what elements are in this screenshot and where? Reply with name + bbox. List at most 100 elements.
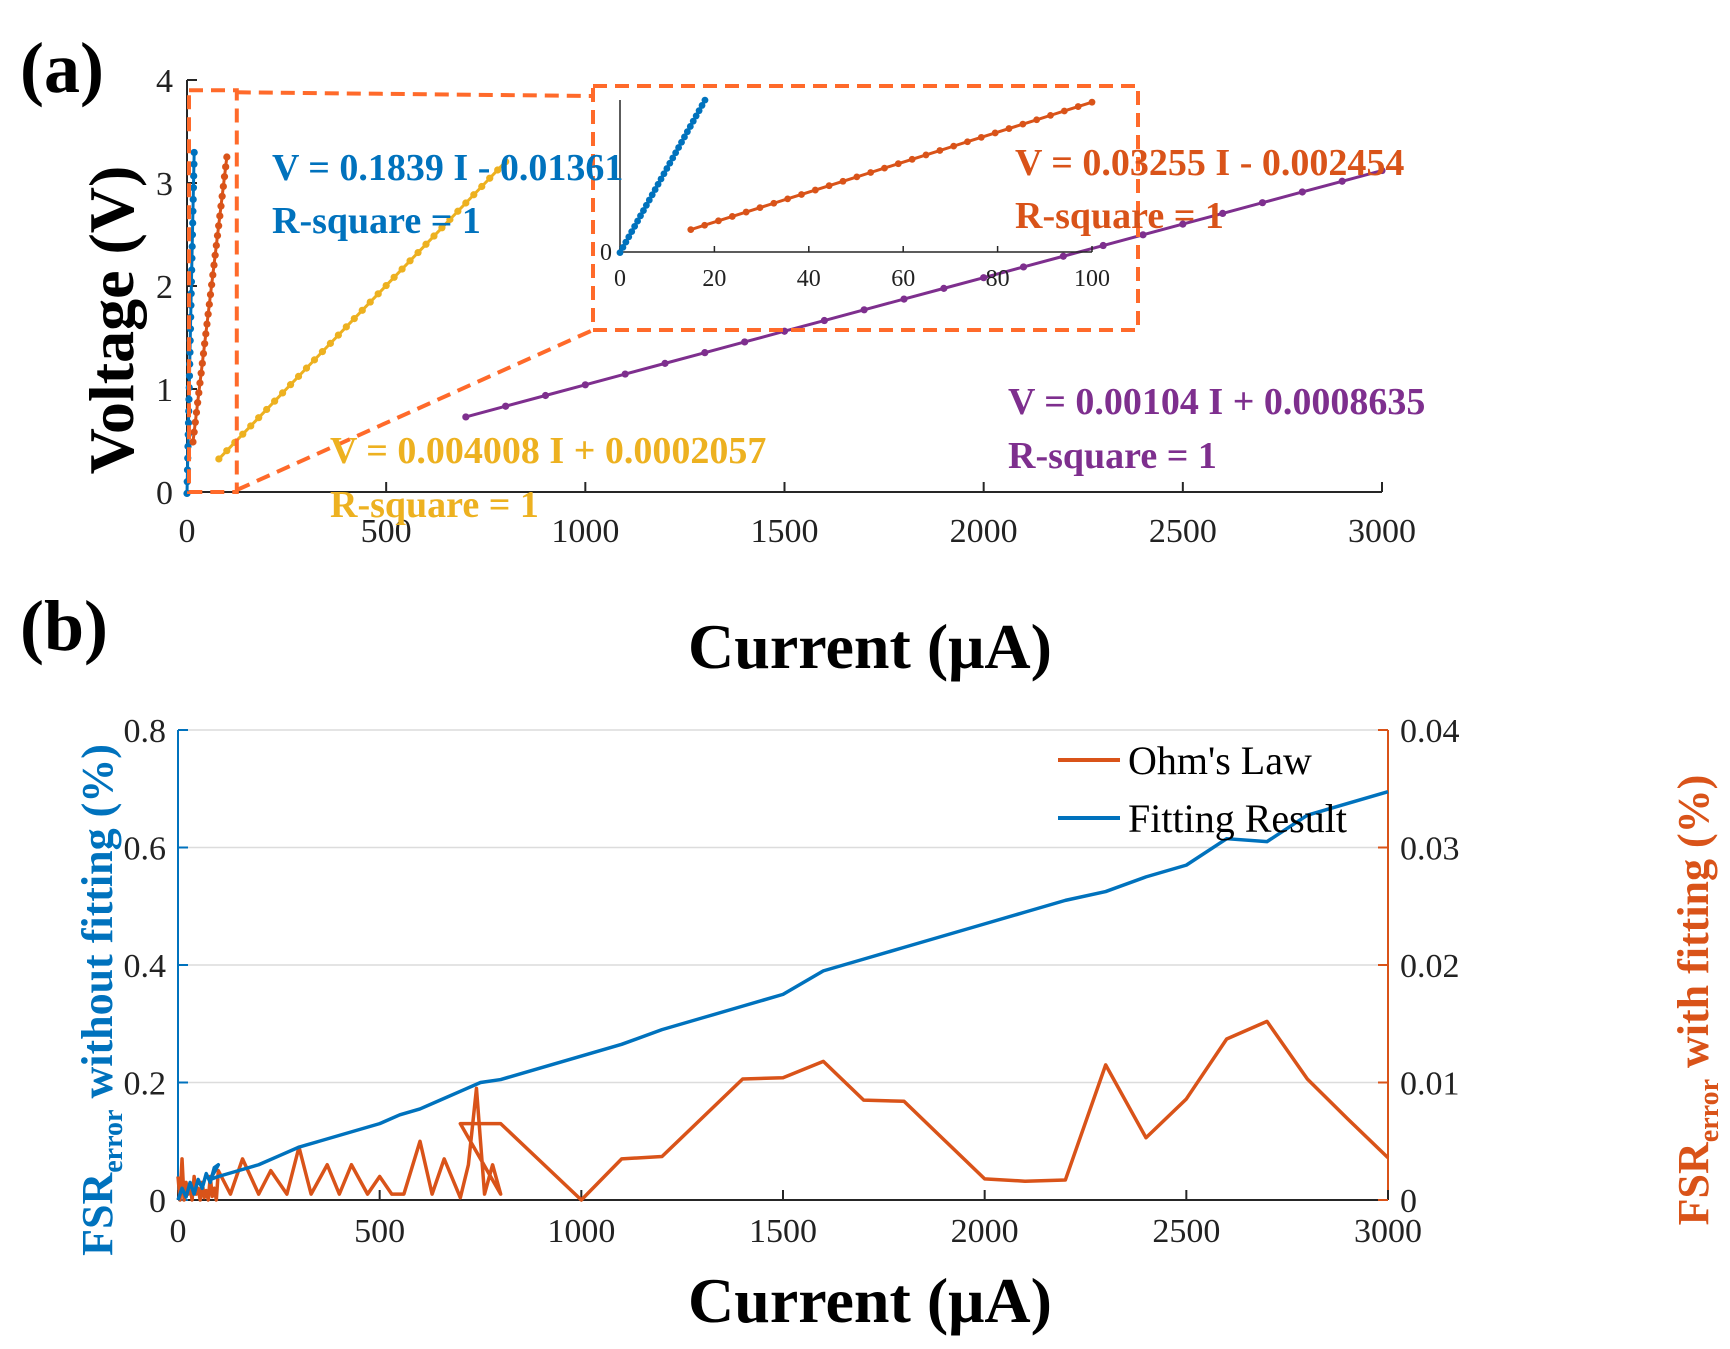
series-orange-point: [190, 428, 198, 436]
series-purple-point: [900, 295, 908, 303]
inset-series-orange-point: [1060, 107, 1068, 115]
inset-series-orange-point: [964, 138, 971, 146]
series-yellow-point: [350, 314, 358, 323]
rsq-orange: R-square = 1: [1015, 195, 1224, 237]
series-blue-point: [189, 195, 197, 204]
rsq-blue: R-square = 1: [272, 200, 481, 242]
series-yellow-point: [215, 455, 223, 463]
x-tick-label: 1000: [551, 513, 619, 550]
series-blue-point: [189, 207, 197, 215]
right-y-tick-label: 0.02: [1400, 948, 1460, 985]
inset-x-tick-label: 100: [1074, 266, 1110, 292]
series-yellow-point: [247, 422, 255, 430]
inset-x-tick-label: 20: [702, 266, 726, 292]
panel-a-label: (a): [20, 28, 104, 108]
inset-series-orange-point: [756, 204, 764, 212]
inset-frame: [591, 84, 1140, 332]
inset-series-orange-point: [1005, 125, 1013, 132]
series-yellow-point: [398, 265, 406, 273]
inset-series-blue-point: [625, 233, 633, 241]
inset-series-blue-point: [642, 201, 650, 209]
ohms-law-line: [176, 1019, 1390, 1202]
inset-series-orange-point: [977, 133, 985, 141]
series-yellow-point: [310, 356, 319, 364]
series-yellow-point: [374, 290, 382, 298]
inset-series-orange-point: [1019, 120, 1027, 128]
x-tick-label: 2000: [951, 1213, 1019, 1250]
series-orange-point: [216, 212, 224, 220]
inset-series-blue-point: [689, 117, 697, 125]
series-blue-point: [190, 160, 198, 168]
series-yellow-point: [334, 331, 342, 339]
series-yellow-point: [390, 273, 398, 281]
series-yellow-point: [406, 257, 414, 265]
inset-series-blue-point: [657, 175, 665, 183]
inset-series-orange-point: [770, 199, 778, 207]
series-yellow-point: [382, 281, 390, 290]
series-blue-point: [188, 242, 196, 251]
x-tick-label: 2500: [1152, 1213, 1220, 1250]
left-y-tick-label: 0.8: [124, 713, 167, 750]
legend-label-ohms-law: Ohm's Law: [1128, 738, 1312, 783]
right-y-label-main: FSR: [1669, 1141, 1718, 1225]
series-orange-point: [198, 359, 206, 367]
series-yellow-point: [326, 339, 334, 347]
series-orange-point: [219, 182, 227, 191]
series-purple-point: [1059, 252, 1067, 260]
y-tick-label: 1: [156, 372, 173, 409]
series-yellow-point: [454, 207, 462, 215]
right-y-label-rest: with fitting (%): [1669, 775, 1718, 1079]
inset-series-blue-point: [663, 165, 671, 172]
series-purple-point: [1019, 263, 1028, 271]
series-yellow-point: [279, 389, 287, 397]
inset-series-orange-point: [908, 155, 916, 163]
series-orange-point: [196, 379, 204, 387]
series-yellow-point: [286, 381, 295, 389]
fitting-result-line: [176, 790, 1389, 1201]
series-orange-point: [213, 232, 222, 240]
series-orange-point: [204, 310, 212, 318]
x-tick-label: 1500: [749, 1213, 817, 1250]
inset-series-blue-point: [616, 249, 624, 257]
series-purple-point: [621, 370, 629, 378]
inset-x-tick-label: 40: [797, 266, 821, 292]
left-y-label-rest: without fitting (%): [73, 744, 122, 1109]
inset-series-orange-point: [853, 173, 861, 181]
inset-series-blue-point: [654, 180, 662, 188]
panel-a-y-label: Voltage (V): [76, 166, 147, 475]
inset-series-orange-point: [811, 186, 819, 194]
inset-series-orange-point: [950, 142, 958, 150]
panel-b-legend: Ohm's Law Fitting Result: [1058, 738, 1347, 841]
inset-series-blue-point: [666, 159, 674, 167]
series-orange-point: [191, 418, 199, 426]
series-orange-point: [215, 222, 223, 230]
series-orange-point: [220, 173, 229, 181]
inset-series-blue-point: [648, 191, 656, 199]
series-yellow-point: [255, 414, 263, 422]
series-yellow-point: [478, 182, 486, 191]
inset-series-orange-point: [715, 217, 722, 225]
x-tick-label: 0: [179, 513, 196, 550]
x-tick-label: 2000: [950, 513, 1018, 550]
series-purple-point: [860, 306, 868, 314]
panel-a-y-ticks: 0 1 2 3 4: [156, 63, 197, 512]
left-y-tick-label: 0.4: [124, 948, 167, 985]
rsq-purple: R-square = 1: [1008, 435, 1217, 477]
x-tick-label: 3000: [1354, 1213, 1422, 1250]
series-blue-point: [185, 372, 194, 380]
inset-series-orange-point: [1047, 111, 1054, 119]
series-yellow-point: [430, 232, 438, 240]
series-yellow-point: [422, 240, 430, 248]
right-y-tick-label: 0.01: [1400, 1066, 1460, 1103]
inset-series-orange-point: [839, 177, 847, 185]
series-blue-point: [190, 172, 198, 180]
x-tick-label: 0: [170, 1213, 187, 1250]
legend-label-fitting-result: Fitting Result: [1128, 796, 1347, 841]
series-yellow-point: [486, 174, 494, 182]
series-purple-point: [1338, 177, 1346, 185]
left-y-tick-label: 0.2: [124, 1066, 167, 1103]
inset-series-orange-point: [798, 191, 805, 198]
series-yellow-point: [502, 158, 510, 166]
eq-purple: V = 0.00104 I + 0.0008635: [1008, 381, 1425, 423]
